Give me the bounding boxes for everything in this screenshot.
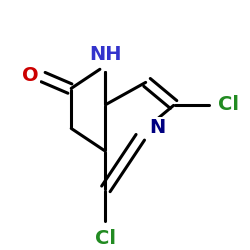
Text: O: O <box>22 66 38 84</box>
Text: NH: NH <box>89 44 121 64</box>
Text: Cl: Cl <box>218 96 239 114</box>
Text: N: N <box>149 118 165 138</box>
Text: Cl: Cl <box>94 229 116 248</box>
